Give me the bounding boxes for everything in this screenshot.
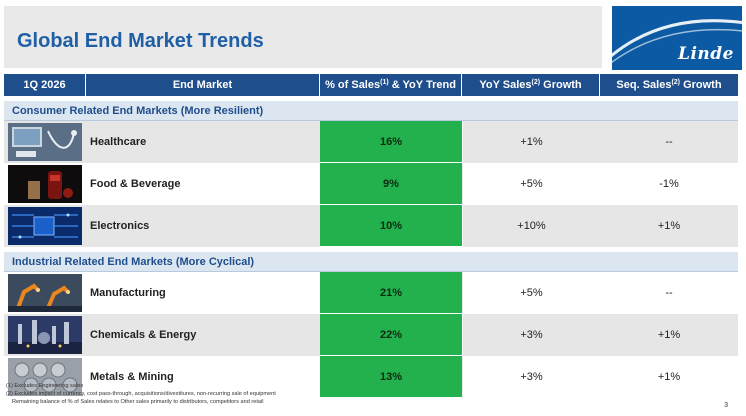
table-row: Healthcare 16% +1% -- bbox=[4, 121, 738, 163]
col-header-seq-prefix: Seq. Sales bbox=[616, 79, 672, 91]
market-name: Healthcare bbox=[90, 136, 147, 148]
pct-sales-cell: 10% bbox=[320, 205, 462, 247]
food-beverage-photo-icon bbox=[4, 163, 86, 205]
electronics-photo-icon bbox=[4, 205, 86, 247]
metals-mining-photo-icon bbox=[4, 356, 86, 398]
col-header-yoy-suffix: Growth bbox=[540, 79, 582, 91]
healthcare-photo-icon bbox=[4, 121, 86, 163]
seq-growth-cell: +1% bbox=[657, 329, 681, 341]
yoy-growth-cell: +5% bbox=[462, 272, 600, 314]
page-number: 3 bbox=[724, 402, 728, 409]
col-header-seq: Seq. Sales (2) Growth bbox=[600, 74, 738, 96]
col-header-pct-sales: % of Sales (1) & YoY Trend bbox=[320, 74, 462, 96]
yoy-growth-cell: +3% bbox=[462, 356, 600, 398]
end-market-table: 1Q 2026 End Market % of Sales (1) & YoY T… bbox=[4, 74, 738, 398]
col-header-pct-sales-prefix: % of Sales bbox=[325, 79, 381, 91]
col-header-end-market: End Market bbox=[86, 74, 320, 96]
col-header-pct-sales-suffix: & YoY Trend bbox=[388, 79, 456, 91]
section-title-industrial: Industrial Related End Markets (More Cyc… bbox=[4, 252, 738, 272]
col-header-pct-sales-sup: (1) bbox=[380, 78, 389, 86]
col-header-yoy: YoY Sales (2) Growth bbox=[462, 74, 600, 96]
table-row: Electronics 10% +10% +1% bbox=[4, 205, 738, 247]
pct-sales-cell: 13% bbox=[320, 356, 462, 398]
market-name: Electronics bbox=[90, 220, 150, 232]
seq-growth-cell: +1% bbox=[657, 220, 681, 232]
page-title: Global End Market Trends bbox=[17, 30, 264, 52]
seq-growth-cell: -- bbox=[665, 136, 673, 148]
seq-growth-cell: -1% bbox=[659, 178, 679, 190]
pct-sales-cell: 16% bbox=[320, 121, 462, 163]
logo-swoosh-icon bbox=[612, 19, 742, 64]
table-row: Manufacturing 21% +5% -- bbox=[4, 272, 738, 314]
table-header: 1Q 2026 End Market % of Sales (1) & YoY T… bbox=[4, 74, 738, 96]
col-header-period: 1Q 2026 bbox=[4, 74, 86, 96]
market-name: Metals & Mining bbox=[90, 371, 174, 383]
table-row: Metals & Mining 13% +3% +1% bbox=[4, 356, 738, 398]
linde-logo: Linde bbox=[612, 6, 742, 70]
title-bar bbox=[4, 6, 602, 68]
chemicals-energy-photo-icon bbox=[4, 314, 86, 356]
market-name: Chemicals & Energy bbox=[90, 329, 197, 341]
yoy-growth-cell: +5% bbox=[462, 163, 600, 205]
yoy-growth-cell: +1% bbox=[462, 121, 600, 163]
seq-growth-cell: -- bbox=[665, 287, 673, 299]
col-header-yoy-sup: (2) bbox=[531, 78, 541, 86]
footnote-1: (1) Excludes Engineering sales bbox=[6, 383, 84, 389]
table-row: Food & Beverage 9% +5% -1% bbox=[4, 163, 738, 205]
yoy-growth-cell: +3% bbox=[462, 314, 600, 356]
seq-growth-cell: +1% bbox=[657, 371, 681, 383]
col-header-seq-suffix: Growth bbox=[680, 79, 722, 91]
col-header-yoy-prefix: YoY Sales bbox=[479, 79, 532, 91]
footnote-2: (2) Excludes impact of currency, cost pa… bbox=[6, 391, 276, 397]
table-row: Chemicals & Energy 22% +3% +1% bbox=[4, 314, 738, 356]
section-title-consumer: Consumer Related End Markets (More Resil… bbox=[4, 101, 738, 121]
footnote-3: Remaining balance of % of Sales relates … bbox=[12, 399, 264, 405]
footnotes: (1) Excludes Engineering sales (2) Exclu… bbox=[6, 382, 276, 406]
manufacturing-photo-icon bbox=[4, 272, 86, 314]
yoy-growth-cell: +10% bbox=[462, 205, 600, 247]
market-name: Manufacturing bbox=[90, 287, 166, 299]
logo-text: Linde bbox=[678, 44, 734, 64]
pct-sales-cell: 9% bbox=[320, 163, 462, 205]
pct-sales-cell: 21% bbox=[320, 272, 462, 314]
market-name: Food & Beverage bbox=[90, 178, 181, 190]
pct-sales-cell: 22% bbox=[320, 314, 462, 356]
col-header-seq-sup: (2) bbox=[671, 78, 681, 86]
